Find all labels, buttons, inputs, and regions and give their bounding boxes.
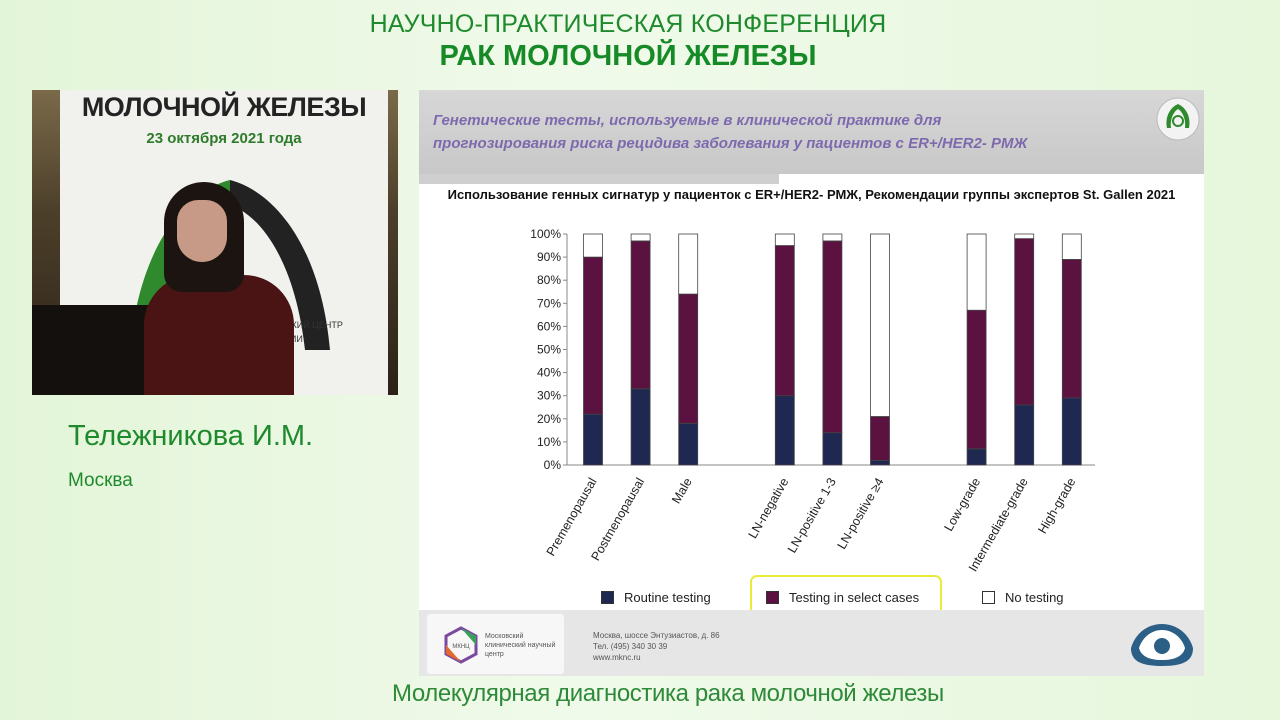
legend-label-select: Testing in select cases — [789, 590, 920, 605]
banner-text: СКИЙ ЦЕНТР — [285, 320, 343, 330]
banner-title: МОЛОЧНОЙ ЖЕЛЕЗЫ — [81, 92, 367, 122]
bar-segment-none — [1014, 233, 1035, 240]
y-tick-label: 90% — [537, 250, 561, 264]
x-tick-label: Male — [669, 475, 695, 506]
footer-site: www.mknc.ru — [593, 653, 641, 662]
footer-contacts: Москва, шоссе Энтузиастов, д. 86 Тел. (4… — [593, 630, 720, 663]
bar-segment-select — [966, 309, 987, 450]
bottom-caption: Молекулярная диагностика рака молочной ж… — [392, 680, 944, 707]
bar-segment-routine — [870, 459, 890, 466]
x-tick-label: LN-positive 1-3 — [785, 475, 839, 555]
legend-label-routine: Routine testing — [624, 590, 711, 605]
y-tick-label: 50% — [537, 343, 561, 357]
legend-item-select: Testing in select cases — [766, 590, 919, 605]
mknc-org-name: Московский клинический научный центр — [485, 633, 556, 658]
y-tick-label: 40% — [537, 366, 561, 380]
speaker-face — [177, 200, 227, 262]
legend-label-none: No testing — [1005, 590, 1064, 605]
x-tick-label: LN-positive ≥4 — [835, 475, 887, 551]
bar-segment-routine — [774, 395, 795, 466]
conference-subtitle: РАК МОЛОЧНОЙ ЖЕЛЕЗЫ — [439, 40, 817, 72]
slide-title-line-1: Генетические тесты, используемые в клини… — [433, 112, 942, 129]
rop-logo-icon — [1156, 97, 1200, 141]
legend-swatch-routine — [601, 591, 614, 604]
bar-segment-routine — [1061, 397, 1082, 466]
bar-segment-none — [870, 233, 890, 417]
y-tick-label: 70% — [537, 296, 561, 310]
legend-swatch-none — [982, 591, 995, 604]
slide-footer: МКНЦ Московский клинический научный цент… — [419, 610, 1204, 676]
bar-segment-none — [774, 233, 795, 246]
bar-segment-select — [1014, 238, 1035, 406]
bar-segment-none — [822, 233, 843, 242]
bar-segment-select — [630, 240, 651, 390]
y-tick-label: 60% — [537, 319, 561, 333]
x-tick-label: High-grade — [1035, 475, 1078, 536]
mknc-logo-abbr: МКНЦ — [452, 644, 470, 650]
bar-segment-select — [870, 416, 890, 461]
y-tick-label: 80% — [537, 273, 561, 287]
bar-segment-select — [583, 256, 603, 415]
slide-header: Генетические тесты, используемые в клини… — [419, 90, 1204, 174]
bar-segment-none — [1061, 233, 1082, 260]
speaker-video: МОЛОЧНОЙ ЖЕЛЕЗЫ 23 октября 2021 года СКИ… — [32, 90, 398, 395]
y-tick-label: 100% — [530, 227, 561, 241]
legend-item-none: No testing — [982, 590, 1064, 605]
footer-phone: Тел. (495) 340 30 39 — [593, 642, 668, 651]
bar-segment-none — [630, 233, 651, 242]
x-tick-label: Premenopausal — [544, 476, 600, 559]
footer-address: Москва, шоссе Энтузиастов, д. 86 — [593, 631, 720, 640]
bar-segment-none — [678, 233, 699, 295]
mknc-hexagon-icon: МКНЦ — [444, 626, 478, 664]
bar-segment-routine — [1014, 404, 1035, 466]
speaker-city: Москва — [68, 470, 133, 491]
bar-segment-routine — [630, 388, 651, 466]
footer-emblem-icon — [1131, 624, 1193, 666]
bar-segment-select — [774, 245, 795, 397]
slide-title-line-2: прогнозирования риска рецидива заболеван… — [433, 135, 1028, 152]
x-tick-label: Postmenopausal — [589, 476, 648, 564]
y-tick-label: 0% — [544, 458, 562, 472]
mknc-logo-block: МКНЦ Московский клинический научный цент… — [427, 614, 564, 674]
stacked-bar-chart: 0% 10% 20% 30% 40% 50% 60% 70% 80% 90% 100% Premen… — [530, 227, 1095, 572]
banner-date: 23 октября 2021 года — [146, 130, 302, 147]
bar-segment-none — [966, 233, 987, 311]
y-tick-label: 30% — [537, 389, 561, 403]
presentation-slide: Генетические тесты, используемые в клини… — [419, 90, 1204, 676]
x-tick-label: Low-grade — [942, 475, 984, 533]
bar-segment-routine — [678, 423, 699, 466]
speaker-name: Тележникова И.М. — [68, 420, 314, 452]
bar-segment-routine — [583, 413, 603, 466]
bar-segment-routine — [822, 432, 843, 466]
chart-title: Использование генных сигнатур у пациенто… — [447, 187, 1176, 202]
bar-segment-select — [1061, 259, 1082, 399]
bar-segment-none — [583, 233, 603, 258]
slide-header-tab — [419, 174, 779, 184]
y-tick-label: 10% — [537, 435, 561, 449]
bar-segment-routine — [966, 448, 987, 466]
bar-segment-select — [678, 293, 699, 424]
legend-swatch-select — [766, 591, 779, 604]
chart-legend: Routine testing Testing in select cases … — [419, 572, 1204, 623]
x-tick-label: LN-negative — [746, 475, 792, 540]
legend-item-routine: Routine testing — [601, 590, 711, 605]
speaker-figure — [144, 275, 294, 395]
bar-segment-select — [822, 240, 843, 434]
conference-title: НАУЧНО-ПРАКТИЧЕСКАЯ КОНФЕРЕНЦИЯ — [369, 10, 887, 38]
y-tick-label: 20% — [537, 412, 561, 426]
